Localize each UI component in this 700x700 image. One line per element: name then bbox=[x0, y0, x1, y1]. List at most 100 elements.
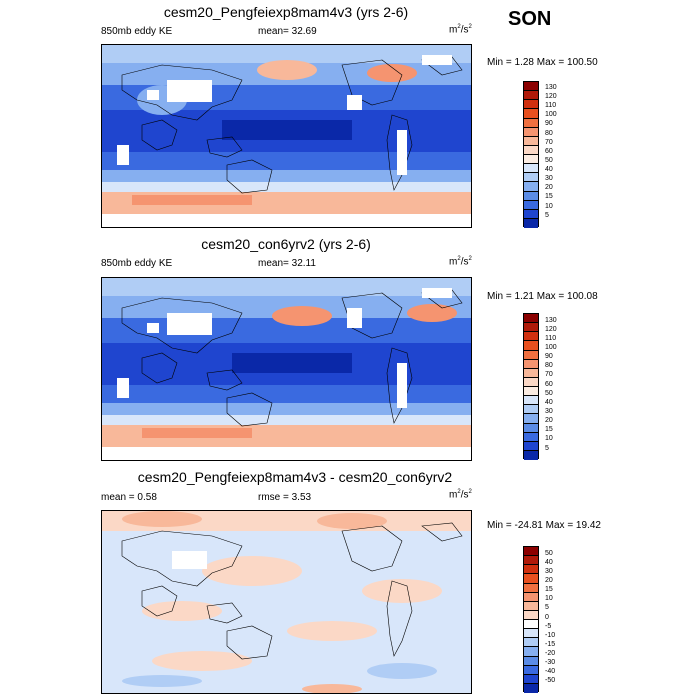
colorbar-1-swatch bbox=[524, 182, 538, 192]
panel-1-map-svg bbox=[102, 45, 471, 227]
colorbar-3-swatch bbox=[524, 601, 538, 611]
colorbar-1-swatch bbox=[524, 100, 538, 110]
colorbar-2-tick: 15 bbox=[545, 426, 553, 433]
colorbar-1-tick: 110 bbox=[545, 102, 557, 109]
colorbar-1-swatch bbox=[524, 164, 538, 174]
colorbar-3-swatch bbox=[524, 647, 538, 657]
colorbar-1-swatch bbox=[524, 200, 538, 210]
panel-1-left-label: 850mb eddy KE bbox=[101, 26, 173, 37]
panel-1-colorbar bbox=[523, 81, 539, 228]
colorbar-1-tick: 120 bbox=[545, 93, 557, 100]
colorbar-3-tick: 15 bbox=[545, 586, 553, 593]
colorbar-2-tick: 20 bbox=[545, 417, 553, 424]
panel-3-colorbar bbox=[523, 546, 539, 693]
colorbar-3-swatch bbox=[524, 683, 538, 693]
colorbar-2-tick: 60 bbox=[545, 381, 553, 388]
panel-3-map-svg bbox=[102, 511, 471, 693]
colorbar-2-swatch bbox=[524, 423, 538, 433]
panel-2-minmax: Min = 1.21 Max = 100.08 bbox=[487, 291, 598, 302]
colorbar-3-tick: 5 bbox=[545, 604, 549, 611]
colorbar-2-tick: 120 bbox=[545, 326, 557, 333]
colorbar-3-swatch bbox=[524, 547, 538, 557]
panel-3-mean-label: mean = 0.58 bbox=[101, 492, 157, 503]
panel-1-mean-label: mean= 32.69 bbox=[258, 26, 317, 37]
colorbar-2-swatch bbox=[524, 405, 538, 415]
colorbar-3-tick: -20 bbox=[545, 650, 556, 657]
colorbar-3-tick: -10 bbox=[545, 632, 556, 639]
colorbar-1-swatch bbox=[524, 118, 538, 128]
colorbar-1-tick: 20 bbox=[545, 184, 553, 191]
colorbar-1-swatch bbox=[524, 91, 538, 101]
colorbar-3-tick: 10 bbox=[545, 595, 553, 602]
colorbar-2-tick: 110 bbox=[545, 335, 557, 342]
colorbar-2-tick: 70 bbox=[545, 371, 553, 378]
colorbar-3-swatch bbox=[524, 592, 538, 602]
colorbar-2-swatch bbox=[524, 350, 538, 360]
colorbar-1-tick: 5 bbox=[545, 212, 549, 219]
colorbar-2-tick: 10 bbox=[545, 435, 553, 442]
panel-2-map bbox=[101, 277, 472, 461]
panel-3-title: cesm20_Pengfeiexp8mam4v3 - cesm20_con6yr… bbox=[137, 469, 453, 485]
colorbar-2-swatch bbox=[524, 432, 538, 442]
colorbar-1-tick: 50 bbox=[545, 157, 553, 164]
colorbar-1-tick: 90 bbox=[545, 120, 553, 127]
panel-1-minmax: Min = 1.28 Max = 100.50 bbox=[487, 57, 598, 68]
colorbar-1-tick: 100 bbox=[545, 111, 557, 118]
colorbar-2-swatch bbox=[524, 323, 538, 333]
colorbar-2-swatch bbox=[524, 377, 538, 387]
colorbar-1-swatch bbox=[524, 127, 538, 137]
colorbar-1-swatch bbox=[524, 209, 538, 219]
colorbar-3-tick: -30 bbox=[545, 659, 556, 666]
panel-1-title: cesm20_Pengfeiexp8mam4v3 (yrs 2-6) bbox=[163, 4, 409, 20]
colorbar-2-tick: 30 bbox=[545, 408, 553, 415]
colorbar-3-tick: 0 bbox=[545, 614, 549, 621]
colorbar-2-tick: 50 bbox=[545, 390, 553, 397]
colorbar-3-swatch bbox=[524, 665, 538, 675]
colorbar-2-swatch bbox=[524, 396, 538, 406]
colorbar-2-swatch bbox=[524, 332, 538, 342]
colorbar-1-tick: 10 bbox=[545, 203, 553, 210]
panel-2-colorbar bbox=[523, 313, 539, 460]
colorbar-3-tick: -40 bbox=[545, 668, 556, 675]
colorbar-1-tick: 80 bbox=[545, 130, 553, 137]
panel-3-minmax: Min = -24.81 Max = 19.42 bbox=[487, 520, 601, 531]
colorbar-2-tick: 5 bbox=[545, 445, 549, 452]
colorbar-2-swatch bbox=[524, 359, 538, 369]
panel-2-left-label: 850mb eddy KE bbox=[101, 258, 173, 269]
colorbar-2-swatch bbox=[524, 368, 538, 378]
colorbar-3-tick: 20 bbox=[545, 577, 553, 584]
panel-2-mean-label: mean= 32.11 bbox=[258, 258, 316, 269]
colorbar-1-swatch bbox=[524, 109, 538, 119]
colorbar-3-tick: -5 bbox=[545, 623, 552, 630]
colorbar-3-swatch bbox=[524, 629, 538, 639]
colorbar-1-tick: 15 bbox=[545, 193, 553, 200]
colorbar-3-tick: 40 bbox=[545, 559, 553, 566]
colorbar-2-swatch bbox=[524, 314, 538, 324]
colorbar-3-swatch bbox=[524, 620, 538, 630]
colorbar-3-swatch bbox=[524, 556, 538, 566]
colorbar-3-tick: 50 bbox=[545, 550, 553, 557]
colorbar-2-tick: 100 bbox=[545, 344, 557, 351]
colorbar-3-swatch bbox=[524, 574, 538, 584]
colorbar-1-swatch bbox=[524, 136, 538, 146]
panel-3-rmse-label: rmse = 3.53 bbox=[258, 492, 312, 503]
panel-2-units: m2/s2 bbox=[449, 256, 472, 268]
colorbar-2-swatch bbox=[524, 414, 538, 424]
colorbar-3-swatch bbox=[524, 638, 538, 648]
colorbar-1-swatch bbox=[524, 173, 538, 183]
colorbar-1-swatch bbox=[524, 191, 538, 201]
colorbar-2-swatch bbox=[524, 441, 538, 451]
colorbar-1-tick: 130 bbox=[545, 84, 557, 91]
colorbar-3-tick: -50 bbox=[545, 677, 556, 684]
colorbar-1-tick: 40 bbox=[545, 166, 553, 173]
colorbar-1-swatch bbox=[524, 218, 538, 228]
colorbar-2-tick: 80 bbox=[545, 362, 553, 369]
panel-2-title: cesm20_con6yrv2 (yrs 2-6) bbox=[201, 236, 371, 252]
colorbar-1-swatch bbox=[524, 82, 538, 92]
colorbar-3-tick: -15 bbox=[545, 641, 556, 648]
panel-3-units: m2/s2 bbox=[449, 489, 472, 501]
colorbar-2-tick: 40 bbox=[545, 399, 553, 406]
panel-3-map bbox=[101, 510, 472, 694]
colorbar-2-tick: 90 bbox=[545, 353, 553, 360]
panel-2-map-svg bbox=[102, 278, 471, 460]
